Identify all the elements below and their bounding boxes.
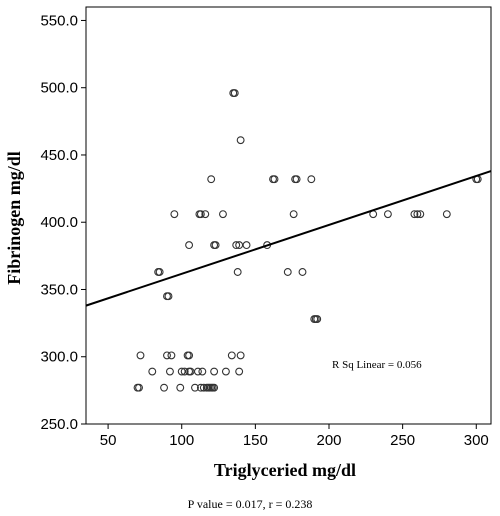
y-tick-label: 300.0 [40, 349, 78, 366]
data-point [196, 210, 205, 219]
data-point [193, 367, 202, 376]
data-point [242, 241, 251, 250]
data-point [298, 268, 307, 276]
data-point [210, 367, 219, 376]
data-point [307, 175, 316, 184]
data-point [235, 367, 244, 376]
y-tick-label: 450.0 [40, 147, 78, 164]
data-point [413, 210, 422, 219]
data-point [219, 210, 227, 219]
data-point [313, 315, 322, 324]
data-point [210, 383, 219, 392]
data-point [230, 89, 239, 98]
data-point [160, 383, 169, 392]
regression-line [85, 170, 492, 307]
x-tick-label: 250 [390, 432, 415, 449]
plot-area-frame [85, 6, 492, 425]
data-point [163, 351, 171, 360]
x-tick-label: 200 [316, 432, 341, 449]
data-point [185, 351, 194, 360]
x-tick-label: 100 [169, 432, 194, 449]
y-axis-title: Fibrinogen mg/dl [4, 151, 24, 285]
data-point [211, 241, 220, 250]
data-point [148, 367, 157, 376]
data-point [155, 268, 164, 276]
data-point [383, 210, 392, 219]
data-point [167, 351, 176, 360]
data-point [186, 367, 195, 376]
data-point [236, 136, 245, 145]
data-point [196, 383, 205, 392]
data-point [289, 210, 298, 219]
data-point [165, 367, 174, 376]
data-point [410, 210, 419, 219]
data-point [201, 210, 210, 219]
data-point [227, 351, 236, 360]
data-point [270, 175, 279, 184]
x-tick-label: 300 [464, 432, 489, 449]
data-point [136, 351, 145, 360]
data-point [232, 241, 241, 250]
data-point [180, 367, 189, 376]
y-tick-label: 500.0 [40, 80, 78, 97]
y-axis-ticks: 250.0 300.0 350.0 400.0 450.0 500.0 550.0 [40, 12, 86, 433]
data-point [198, 367, 207, 376]
data-point [170, 210, 179, 219]
data-point [235, 241, 244, 250]
data-points [133, 89, 482, 392]
x-tick-label: 50 [100, 432, 117, 449]
data-point [191, 383, 199, 392]
y-tick-label: 400.0 [40, 214, 78, 231]
x-tick-label: 150 [243, 432, 268, 449]
data-point [185, 241, 194, 250]
data-point [207, 175, 216, 184]
data-point [283, 268, 292, 276]
data-point [199, 383, 208, 392]
x-axis-title: Triglyceried mg/dl [214, 460, 356, 480]
data-point [236, 351, 245, 360]
data-point [135, 383, 143, 392]
data-point [176, 383, 185, 392]
r-squared-annotation: R Sq Linear = 0.056 [332, 359, 422, 371]
x-axis-ticks: 50 100 150 200 250 300 [100, 424, 489, 449]
data-point [221, 367, 230, 376]
data-point [177, 367, 186, 376]
data-point [416, 210, 425, 219]
y-tick-label: 350.0 [40, 281, 78, 298]
data-point [233, 268, 242, 276]
y-tick-label: 250.0 [40, 416, 78, 433]
stats-footer: P value = 0.017, r = 0.238 [188, 497, 313, 511]
data-point [164, 292, 173, 301]
y-tick-label: 550.0 [40, 12, 78, 29]
data-point [442, 210, 451, 219]
data-point [292, 175, 301, 184]
